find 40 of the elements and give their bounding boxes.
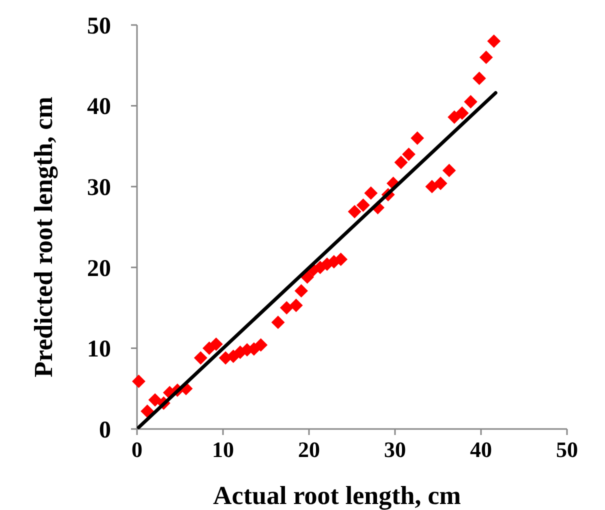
point xyxy=(442,164,456,178)
point xyxy=(425,180,439,194)
x-axis-title: Actual root length, cm xyxy=(213,481,462,510)
y-tick-label: 10 xyxy=(87,336,111,363)
y-tick-label: 40 xyxy=(87,94,111,120)
point xyxy=(434,176,448,190)
point xyxy=(348,204,362,218)
point xyxy=(364,186,378,200)
point xyxy=(254,338,268,352)
point xyxy=(209,337,223,351)
y-axis-title: Predicted root length, cm xyxy=(29,96,58,378)
y-tick-label: 20 xyxy=(87,256,111,282)
point xyxy=(280,301,294,315)
y-tick-label: 30 xyxy=(87,175,111,201)
x-tick-label: 40 xyxy=(470,437,492,462)
point xyxy=(148,393,162,407)
point xyxy=(289,298,303,312)
x-tick-label: 20 xyxy=(298,437,320,462)
point xyxy=(479,50,493,64)
x-tick-label: 0 xyxy=(132,437,142,462)
point xyxy=(334,252,348,266)
point xyxy=(132,374,146,388)
y-tick-label: 0 xyxy=(99,417,111,444)
point xyxy=(410,131,424,145)
point xyxy=(394,156,408,170)
point xyxy=(487,34,501,48)
point xyxy=(294,284,308,298)
point xyxy=(140,404,154,418)
point xyxy=(472,72,486,86)
x-tick-label: 50 xyxy=(556,437,578,462)
point xyxy=(194,351,208,365)
x-tick-label: 30 xyxy=(384,437,406,462)
point xyxy=(455,106,469,120)
y-tick-label: 50 xyxy=(87,13,111,40)
point xyxy=(271,316,285,330)
point xyxy=(300,270,314,284)
point xyxy=(356,198,370,212)
point xyxy=(464,95,478,108)
x-tick-label: 10 xyxy=(212,437,234,462)
point xyxy=(402,148,416,161)
